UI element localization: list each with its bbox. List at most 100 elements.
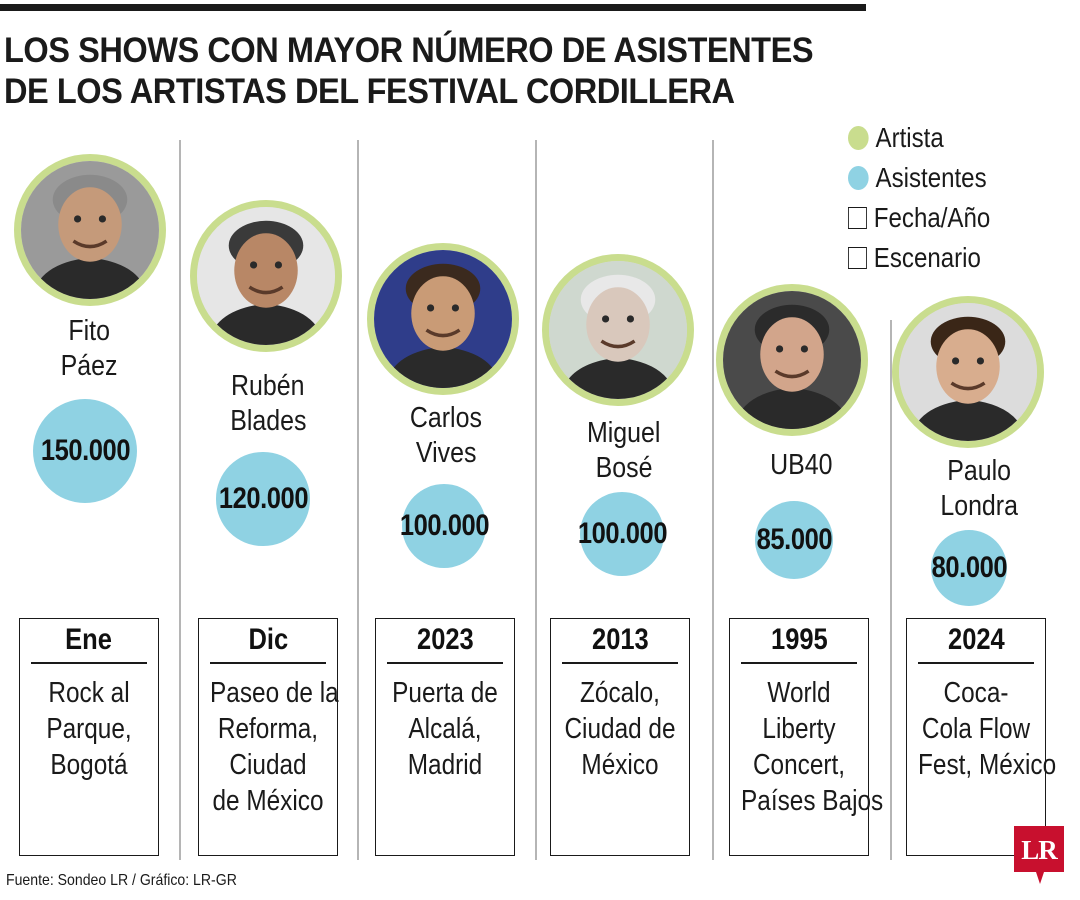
attendance-bubble: 80.000 [931, 530, 1007, 606]
legend-item-escenario: Escenario [848, 238, 1037, 278]
attendance-value-label: 150.000 [40, 434, 130, 467]
show-venue: Puerta de Alcalá, Madrid [376, 675, 514, 783]
show-card: 2023 Puerta de Alcalá, Madrid [375, 618, 515, 856]
artist-photo [716, 284, 868, 436]
artist-name-line: Páez [60, 350, 118, 382]
legend-label: Artista [875, 122, 944, 153]
attendance-bubble: 120.000 [216, 452, 310, 546]
attendance-value-label: 100.000 [399, 508, 489, 542]
show-card: 1995 World Liberty Concert, Países Bajos [729, 618, 884, 856]
show-venue-line: Coca- [943, 677, 1009, 709]
artist-name-line: Bosé [595, 452, 653, 484]
show-date: 2023 [376, 621, 514, 659]
show-venue-line: Puerta de [392, 677, 498, 709]
artist-name: Carlos Vives [357, 401, 535, 471]
legend-label: Fecha/Año [873, 202, 991, 233]
show-venue-line: Rock al [48, 677, 130, 709]
show-venue: Paseo de la Reforma, Ciudad de México [199, 675, 339, 819]
title-line-2: DE LOS ARTISTAS DEL FESTIVAL CORDILLERA [4, 72, 735, 111]
show-venue-line: Paseo de la [210, 677, 339, 709]
artist-name: UB40 [712, 448, 890, 483]
artist-column: Paulo Londra 80.000 2024 Coca- Cola Flow Fest,… [890, 0, 1068, 900]
lr-logo-text: LR [1021, 835, 1058, 865]
show-card: 2024 Coca- Cola Flow Fest, México [906, 618, 1056, 856]
artist-name-line: Fito [68, 315, 110, 347]
artist-portrait-icon [723, 291, 861, 429]
show-venue-line: Zócalo, [580, 677, 660, 709]
card-rule [918, 662, 1034, 664]
artist-portrait-icon [374, 250, 512, 388]
show-venue: World Liberty Concert, Países Bajos [730, 675, 884, 819]
attendance-bubble: 100.000 [399, 483, 489, 569]
show-venue-line: Ciudad de [564, 713, 676, 745]
show-venue-line: Alcalá, [408, 713, 482, 745]
artist-column: Fito Páez 150.000 Ene Rock al Parque, Bogotá [0, 0, 178, 900]
attendance-bubble: 85.000 [754, 500, 834, 580]
show-card: Ene Rock al Parque, Bogotá [19, 618, 159, 856]
show-venue-line: Cola Flow [921, 713, 1031, 745]
artist-name-line: Londra [940, 490, 1018, 522]
legend-item-fecha: Fecha/Año [848, 198, 1037, 238]
source-note: Fuente: Sondeo LR / Gráfico: LR-GR [6, 872, 237, 889]
show-card: Dic Paseo de la Reforma, Ciudad de México [198, 618, 339, 856]
card-rule [741, 662, 857, 664]
card-rule [210, 662, 326, 664]
show-date: 2024 [907, 621, 1045, 659]
show-date-text: 2023 [416, 623, 474, 656]
column-divider [357, 140, 359, 860]
show-venue-line: Reforma, [217, 713, 319, 745]
title-line-1: LOS SHOWS CON MAYOR NÚMERO DE ASISTENTES [4, 31, 814, 70]
column-divider [712, 140, 714, 860]
show-venue-line: Concert, [752, 749, 846, 781]
legend-item-artista: Artista [848, 118, 1037, 158]
show-date-text: Ene [65, 623, 113, 656]
chart-title: LOS SHOWS CON MAYOR NÚMERO DE ASISTENTES… [4, 30, 934, 112]
column-divider [179, 140, 181, 860]
artist-column: Carlos Vives 100.000 2023 Puerta de Alcalá, Ma… [357, 0, 535, 900]
show-venue-line: World [767, 677, 831, 709]
artist-photo [190, 200, 342, 352]
legend: Artista Asistentes Fecha/Año Escenario [848, 118, 1068, 278]
lr-logo-badge-icon [1014, 826, 1064, 884]
show-venue-line: de México [212, 785, 324, 817]
show-card: 2013 Zócalo, Ciudad de México [550, 618, 690, 856]
column-divider [535, 140, 537, 860]
show-venue: Coca- Cola Flow Fest, México [907, 675, 1056, 783]
card-rule [562, 662, 678, 664]
show-date: Dic [199, 621, 337, 659]
show-date: 1995 [730, 621, 868, 659]
legend-label: Asistentes [875, 162, 987, 193]
artist-photo [367, 243, 519, 395]
attendance-bubble: 100.000 [577, 491, 667, 577]
artist-column: Miguel Bosé 100.000 2013 Zócalo, Ciudad de Méx… [535, 0, 713, 900]
artist-photo [892, 296, 1044, 448]
attendance-value-label: 85.000 [756, 522, 832, 556]
show-date-text: Dic [248, 623, 288, 656]
show-venue-line: Parque, [46, 713, 132, 745]
show-venue-line: Países Bajos [741, 785, 884, 817]
legend-label: Escenario [873, 242, 981, 273]
card-rule [31, 662, 147, 664]
show-venue-line: Bogotá [50, 749, 128, 781]
attendance-value-label: 100.000 [577, 516, 667, 550]
show-date: 2013 [551, 621, 689, 659]
show-date-text: 2013 [591, 623, 649, 656]
artist-column: UB40 85.000 1995 World Liberty Concert, Países… [712, 0, 890, 900]
legend-artist-dot [848, 126, 869, 150]
artist-name-line: Blades [229, 405, 307, 437]
lr-logo: LR [1014, 826, 1064, 884]
show-date: Ene [20, 621, 158, 659]
card-rule [387, 662, 503, 664]
attendance-bubble: 150.000 [33, 399, 137, 503]
legend-date-square [848, 207, 867, 229]
artist-name-line: UB40 [769, 449, 833, 481]
artist-photo [14, 154, 166, 306]
artist-portrait-icon [899, 303, 1037, 441]
artist-name: Rubén Blades [179, 369, 357, 439]
artist-name-line: Miguel [587, 417, 661, 449]
top-rule [0, 4, 866, 11]
artist-portrait-icon [21, 161, 159, 299]
artist-portrait-icon [197, 207, 335, 345]
artist-name: Fito Páez [0, 314, 178, 384]
show-venue: Rock al Parque, Bogotá [20, 675, 158, 783]
